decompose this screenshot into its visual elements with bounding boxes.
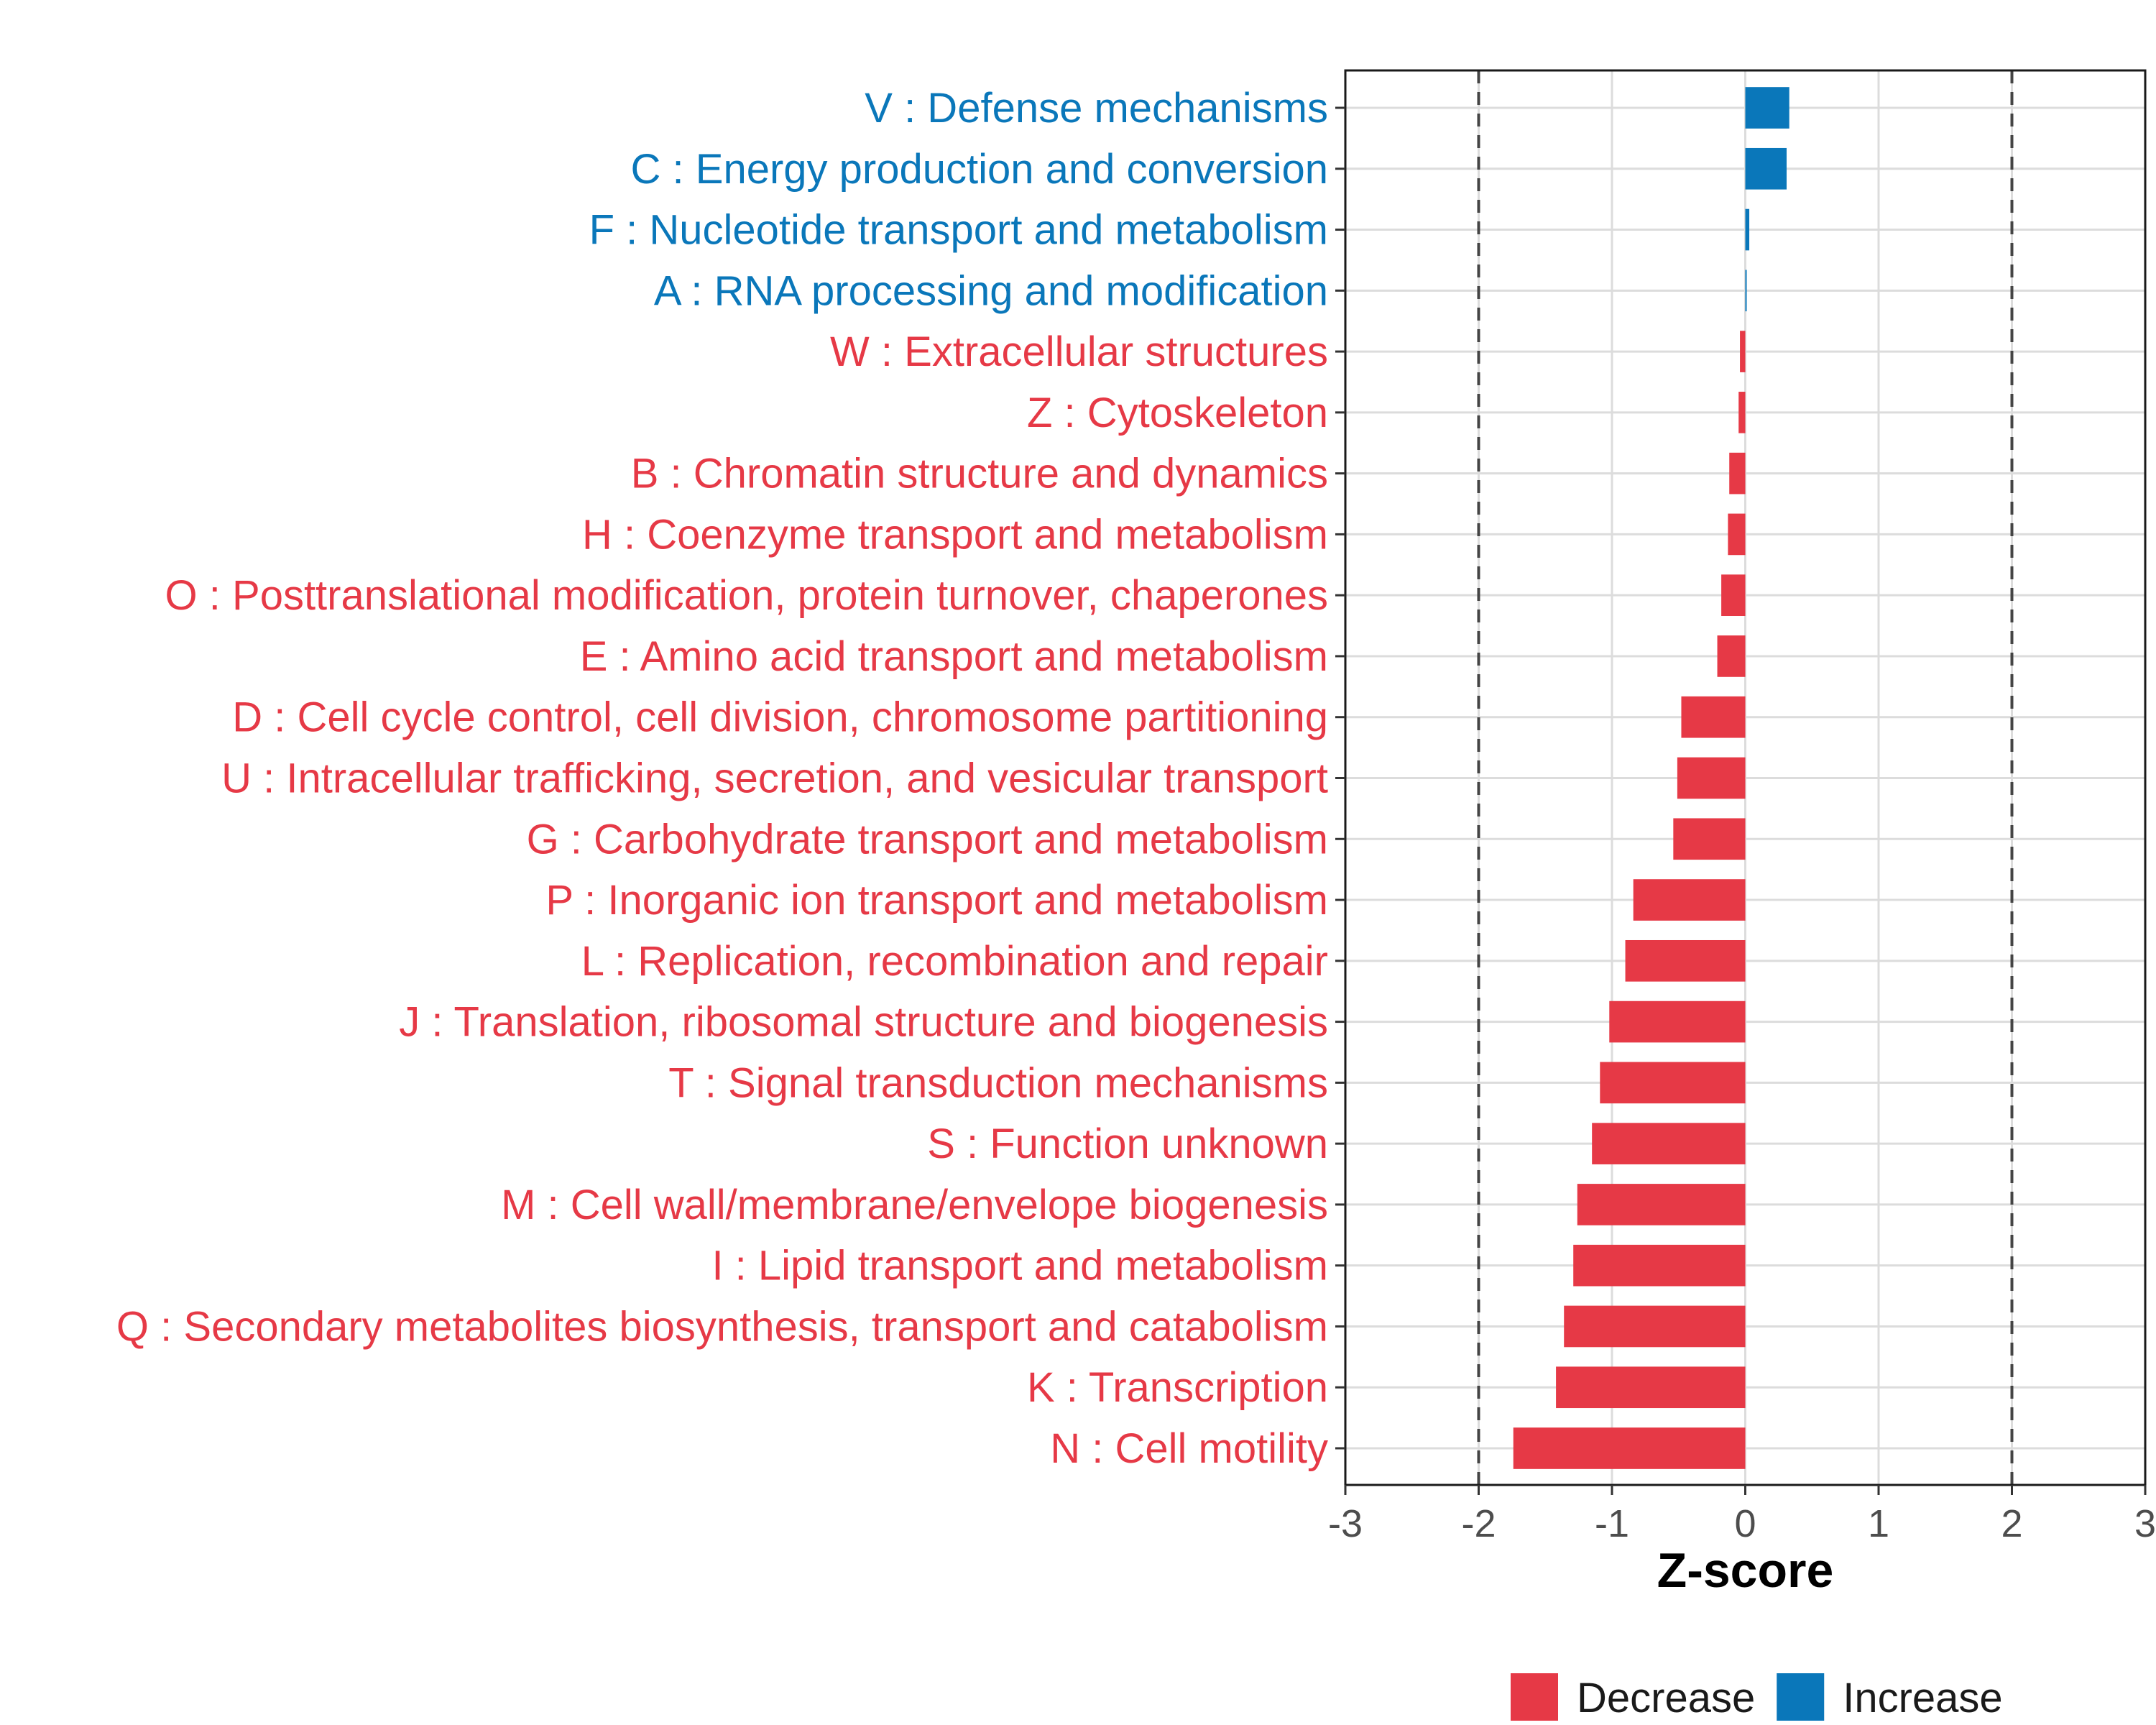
category-label: K : Transcription [1027, 1364, 1328, 1411]
bar [1745, 208, 1750, 251]
category-label: N : Cell motility [1050, 1425, 1328, 1472]
x-tick-label: 2 [2001, 1502, 2022, 1545]
category-label: M : Cell wall/membrane/envelope biogenes… [501, 1182, 1328, 1228]
category-label: I : Lipid transport and metabolism [711, 1243, 1328, 1289]
x-tick-label: -2 [1461, 1502, 1496, 1545]
legend-label: Decrease [1577, 1675, 1755, 1721]
category-label: D : Cell cycle control, cell division, c… [232, 694, 1328, 741]
bar [1745, 87, 1789, 129]
bar [1729, 452, 1746, 494]
bar [1721, 574, 1746, 617]
bar-layer [1513, 87, 1789, 1469]
bar [1738, 392, 1746, 433]
x-tick-label: 0 [1734, 1502, 1756, 1545]
category-label: E : Amino acid transport and metabolism [580, 633, 1328, 680]
bar [1556, 1366, 1746, 1409]
x-tick-label: -1 [1595, 1502, 1629, 1545]
x-tick-label: 3 [2134, 1502, 2156, 1545]
y-axis: V : Defense mechanisms C : Energy product… [116, 85, 1345, 1472]
bar [1728, 513, 1746, 556]
category-label: G : Carbohydrate transport and metabolis… [527, 816, 1328, 862]
legend-swatch [1777, 1673, 1825, 1721]
bar [1625, 939, 1746, 982]
category-label: V : Defense mechanisms [865, 85, 1328, 132]
x-axis-title: Z-score [1657, 1543, 1834, 1598]
category-label: C : Energy production and conversion [631, 146, 1328, 193]
x-axis: -3 -2 -1 0 1 2 3 [1328, 1485, 2156, 1545]
category-label: B : Chromatin structure and dynamics [631, 451, 1328, 497]
bar [1513, 1427, 1746, 1469]
x-tick-label: 1 [1868, 1502, 1889, 1545]
category-label: J : Translation, ribosomal structure and… [399, 999, 1328, 1046]
bar [1609, 1000, 1746, 1043]
category-label: F : Nucleotide transport and metabolism [589, 207, 1328, 254]
category-label: Z : Cytoskeleton [1027, 390, 1328, 436]
legend-label: Increase [1843, 1675, 2002, 1721]
category-label: U : Intracellular trafficking, secretion… [221, 755, 1328, 802]
category-label: P : Inorganic ion transport and metaboli… [545, 877, 1328, 924]
bar [1592, 1123, 1746, 1164]
bar [1717, 635, 1746, 677]
category-label: T : Signal transduction mechanisms [668, 1059, 1328, 1106]
bar [1564, 1305, 1746, 1348]
category-label: Q : Secondary metabolites biosynthesis, … [116, 1303, 1328, 1350]
category-label: S : Function unknown [927, 1121, 1328, 1167]
legend-item: Increase [1777, 1673, 2003, 1721]
bar [1633, 879, 1746, 921]
legend-swatch [1511, 1673, 1558, 1721]
legend: Decrease Increase [1511, 1673, 2003, 1721]
bar [1740, 331, 1746, 372]
bar [1673, 818, 1746, 860]
x-tick-label: -3 [1328, 1502, 1363, 1545]
legend-item: Decrease [1511, 1673, 1755, 1721]
bar [1577, 1184, 1746, 1225]
bar [1573, 1244, 1746, 1287]
category-label: W : Extracellular structures [830, 328, 1328, 375]
category-label: A : RNA processing and modification [654, 267, 1328, 314]
category-label: H : Coenzyme transport and metabolism [582, 511, 1328, 558]
bar [1745, 270, 1747, 312]
category-label: O : Posttranslational modification, prot… [165, 572, 1328, 619]
bar [1745, 147, 1787, 190]
bar [1677, 757, 1746, 799]
bar [1681, 696, 1746, 738]
category-label: L : Replication, recombination and repai… [581, 938, 1328, 985]
bar [1600, 1062, 1746, 1104]
